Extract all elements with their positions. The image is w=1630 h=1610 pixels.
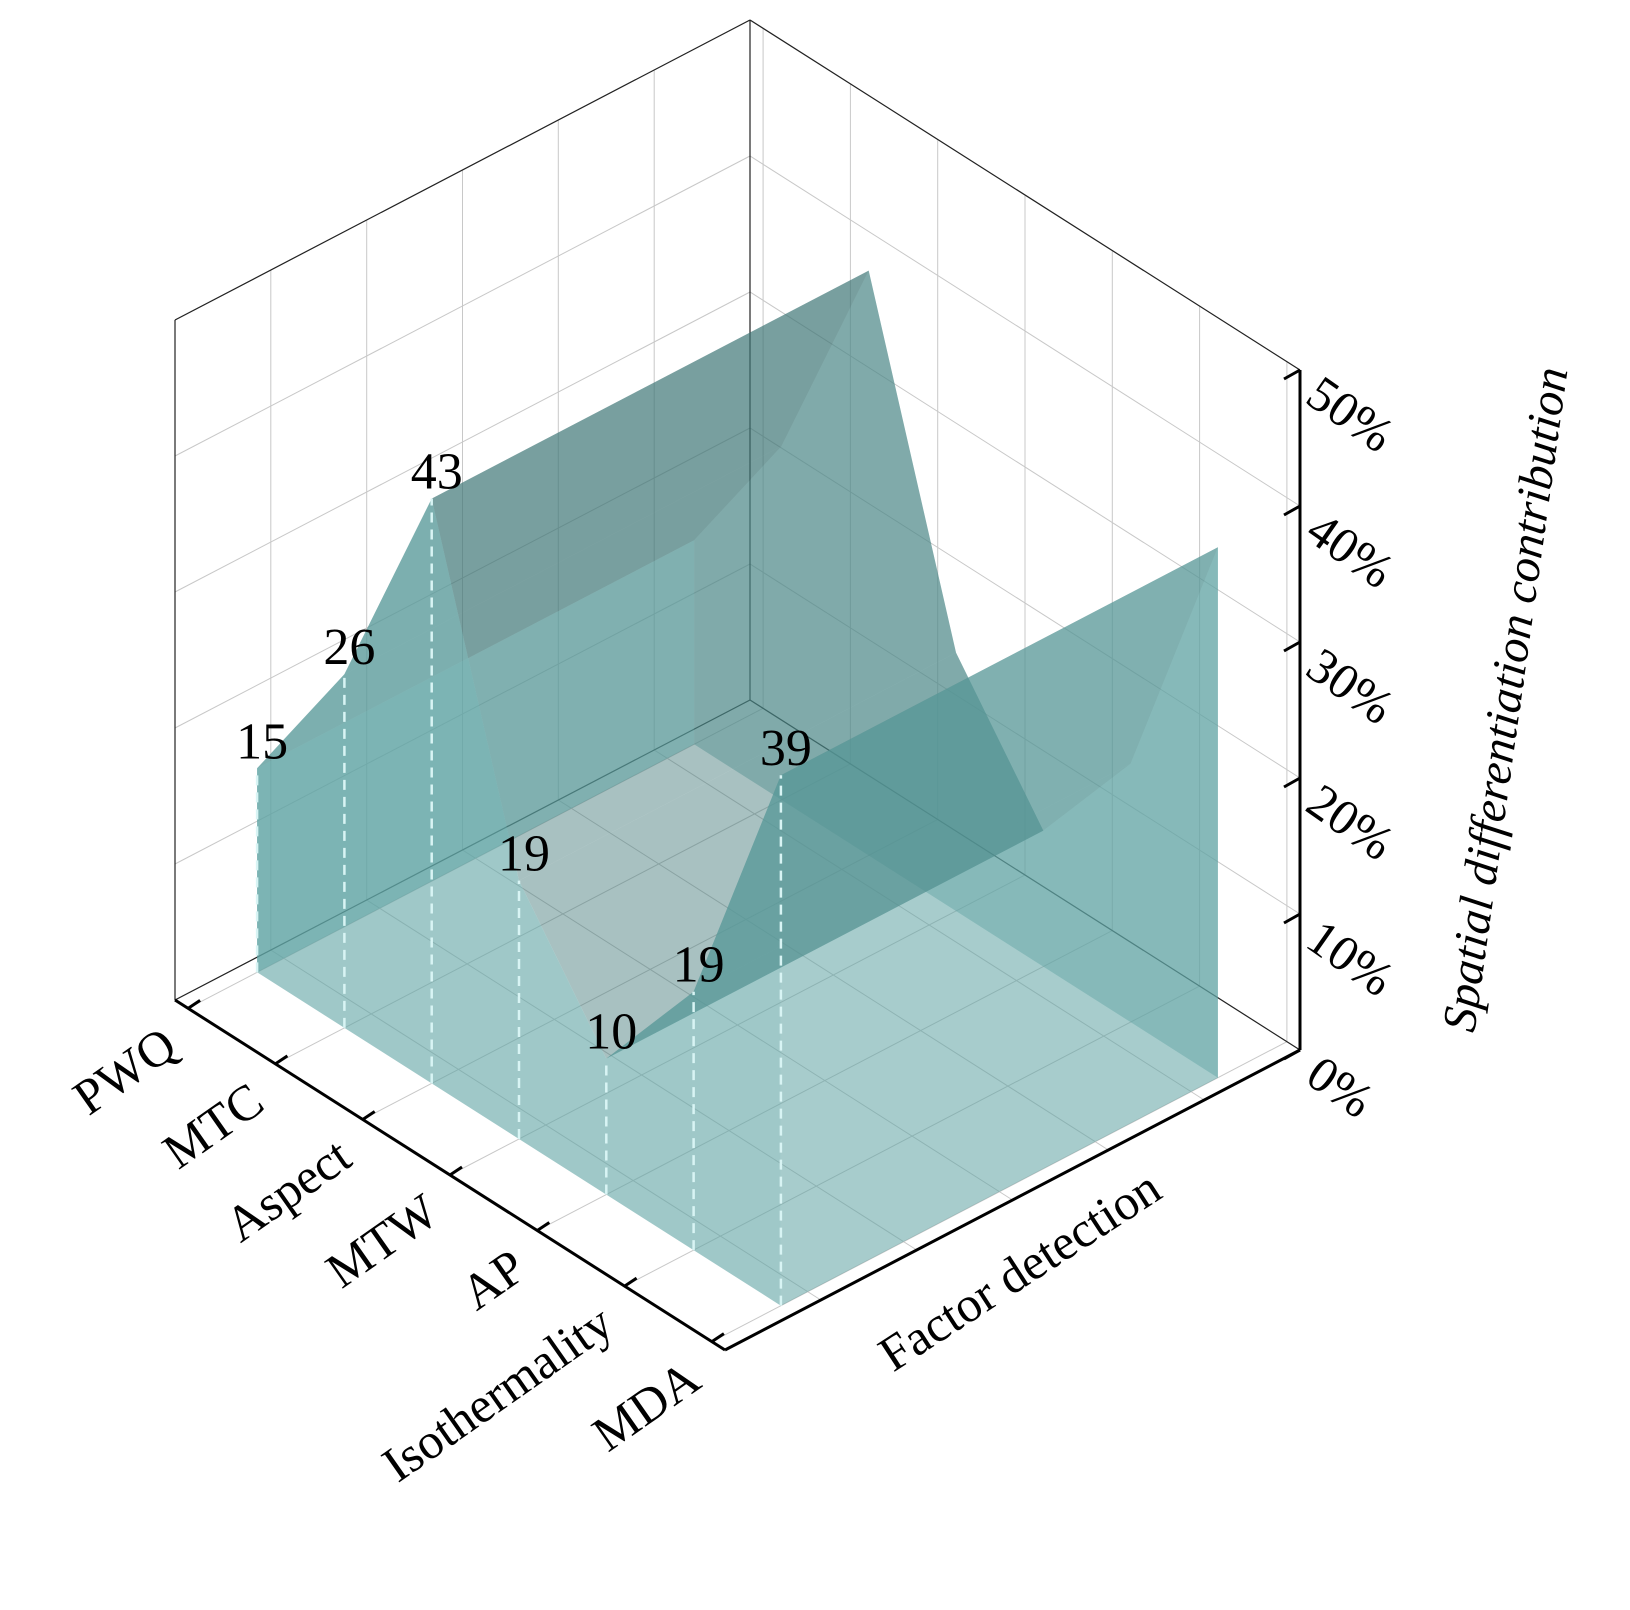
data-label: 10 <box>585 1003 637 1060</box>
data-label: 15 <box>236 713 288 770</box>
z-tick-label: 50% <box>1297 365 1404 463</box>
x-tick-label: Isothermality <box>372 1294 623 1493</box>
x-tick <box>536 1221 551 1232</box>
x-tick <box>361 1110 376 1121</box>
z-tick-label: 30% <box>1297 637 1404 735</box>
z-tick <box>1283 912 1301 925</box>
x-tick <box>187 999 201 1010</box>
z-tick <box>1283 504 1301 517</box>
z-tick <box>1283 640 1301 653</box>
x-tick <box>711 1332 725 1343</box>
z-tick-label: 0% <box>1297 1045 1384 1129</box>
z-tick-label: 20% <box>1297 773 1404 871</box>
z-tick <box>1283 776 1301 789</box>
data-label: 19 <box>498 826 550 883</box>
x-tick-label: Aspect <box>215 1127 361 1253</box>
area-top <box>344 270 869 675</box>
area-side <box>780 547 1218 1306</box>
x-tick-label: PWQ <box>63 1016 186 1126</box>
frame-line <box>174 19 751 321</box>
grid-line <box>174 19 1301 371</box>
x-tick-label: MTC <box>152 1071 273 1179</box>
x-tick-label: MDA <box>582 1349 710 1462</box>
z-axis-label: Spatial differentiation contribution <box>1433 364 1579 1035</box>
z-tick <box>1283 1048 1301 1061</box>
z-tick-label: 40% <box>1297 501 1404 599</box>
z-tick <box>1283 368 1301 381</box>
data-label: 39 <box>760 720 812 777</box>
x-tick <box>449 1165 463 1177</box>
x-tick <box>623 1276 638 1288</box>
data-label: 26 <box>323 619 375 676</box>
area-front <box>257 498 781 1306</box>
z-tick-label: 10% <box>1297 909 1404 1007</box>
data-label: 19 <box>673 937 725 994</box>
frame-line <box>749 19 1301 371</box>
x-tick-label: AP <box>451 1238 535 1321</box>
x-tick <box>274 1054 289 1066</box>
data-label: 43 <box>411 444 463 501</box>
x-tick-label: MTW <box>316 1182 449 1298</box>
axis-line <box>724 1048 1301 1352</box>
